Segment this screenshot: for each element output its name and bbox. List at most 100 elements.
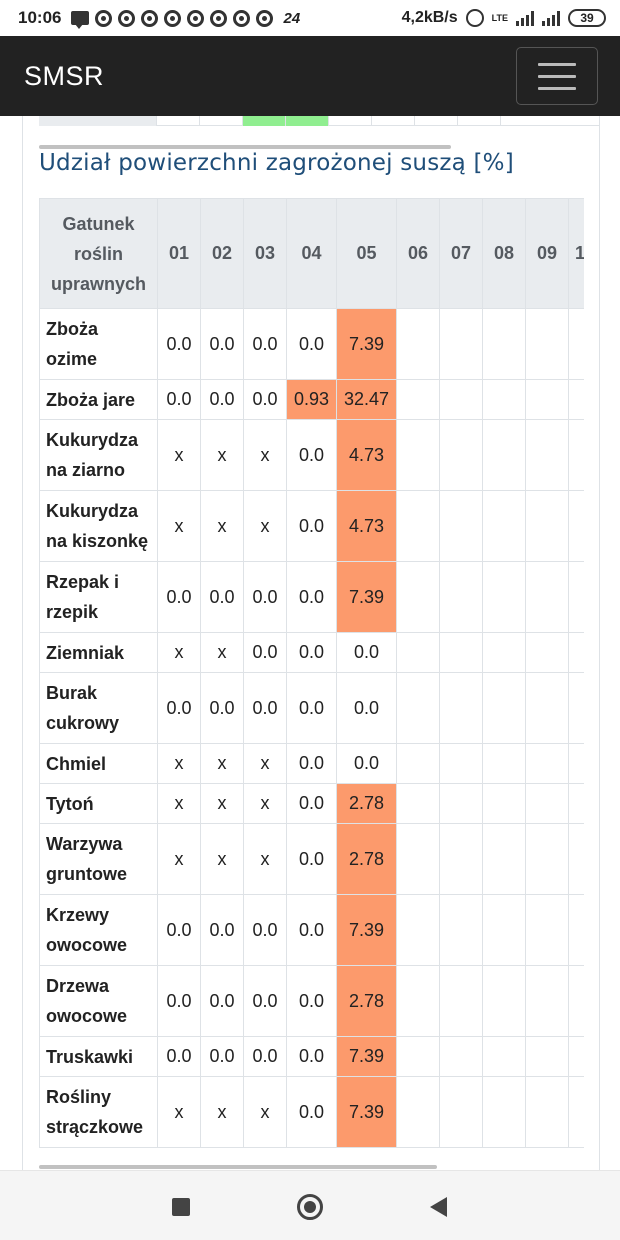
horizontal-scrollbar[interactable]: [39, 145, 451, 149]
value-cell: [396, 419, 440, 491]
month-header: 04: [286, 198, 337, 309]
recent-apps-button[interactable]: [167, 1193, 195, 1221]
value-cell: 7.39: [336, 561, 397, 633]
home-button[interactable]: [296, 1193, 324, 1221]
crop-name-cell: Rzepak i rzepik: [39, 561, 158, 633]
value-cell: 0.0: [336, 632, 397, 673]
value-cell: [439, 490, 483, 562]
value-cell: x: [200, 783, 244, 824]
value-cell: 0.0: [286, 419, 337, 491]
value-cell: [568, 379, 584, 420]
value-cell: x: [243, 783, 287, 824]
value-cell: [439, 561, 483, 633]
value-cell: x: [157, 632, 201, 673]
value-cell: [396, 894, 440, 966]
battery-level: 39: [580, 11, 594, 25]
table-row: Zboża ozime 0.0 0.0 0.0 0.0 7.39: [39, 308, 584, 380]
value-cell: x: [200, 1076, 244, 1148]
value-cell: x: [157, 823, 201, 895]
value-cell: 0.0: [286, 632, 337, 673]
value-cell: 0.0: [286, 894, 337, 966]
status-bar: 10:06 24 4,2kB/s LTE 39: [0, 0, 620, 36]
table-row: Rośliny strączkowe x x x 0.0 7.39: [39, 1076, 584, 1148]
crop-column-header: Gatunek roślin uprawnych: [39, 198, 158, 309]
table-row: Kukurydza na ziarno x x x 0.0 4.73: [39, 419, 584, 491]
value-cell: [525, 308, 569, 380]
value-cell: [482, 308, 526, 380]
table-row: Zboża jare 0.0 0.0 0.0 0.93 32.47: [39, 379, 584, 420]
value-cell: [439, 419, 483, 491]
value-cell: [396, 1076, 440, 1148]
value-cell: [482, 965, 526, 1037]
value-cell: [482, 823, 526, 895]
value-cell: [525, 823, 569, 895]
chrome-icon: [187, 9, 205, 27]
chrome-icon: [118, 9, 136, 27]
value-cell: 0.0: [157, 965, 201, 1037]
value-cell: [439, 1076, 483, 1148]
value-cell: [439, 632, 483, 673]
value-cell: 0.0: [286, 783, 337, 824]
table-scroll-container[interactable]: Gatunek roślin uprawnych 01 02 03 04 05 …: [39, 198, 584, 1148]
value-cell: [482, 490, 526, 562]
value-cell: 0.0: [200, 965, 244, 1037]
value-cell: 0.93: [286, 379, 337, 420]
value-cell: [525, 672, 569, 744]
value-cell: 0.0: [243, 672, 287, 744]
crop-name-cell: Drzewa owocowe: [39, 965, 158, 1037]
value-cell: [482, 632, 526, 673]
value-cell: [439, 783, 483, 824]
value-cell: [525, 379, 569, 420]
value-cell: 0.0: [243, 894, 287, 966]
value-cell: 0.0: [157, 894, 201, 966]
navbar: SMSR: [0, 36, 620, 116]
value-cell: 0.0: [157, 561, 201, 633]
value-cell: [568, 823, 584, 895]
value-cell: 0.0: [243, 379, 287, 420]
value-cell: 0.0: [286, 743, 337, 784]
value-cell: 4.73: [336, 419, 397, 491]
value-cell: 2.78: [336, 783, 397, 824]
value-cell: 0.0: [286, 823, 337, 895]
value-cell: [568, 419, 584, 491]
crop-name-cell: Zboża jare: [39, 379, 158, 420]
network-type: LTE: [491, 12, 508, 23]
value-cell: 0.0: [200, 561, 244, 633]
value-cell: 0.0: [157, 672, 201, 744]
table-row: Truskawki 0.0 0.0 0.0 0.0 7.39: [39, 1036, 584, 1077]
value-cell: 0.0: [286, 308, 337, 380]
value-cell: [482, 1076, 526, 1148]
menu-toggle-button[interactable]: [516, 47, 598, 105]
value-cell: [396, 379, 440, 420]
value-cell: [525, 419, 569, 491]
value-cell: 2.78: [336, 965, 397, 1037]
value-cell: [439, 1036, 483, 1077]
value-cell: [396, 632, 440, 673]
month-header: 03: [243, 198, 287, 309]
chrome-icon: [233, 9, 251, 27]
value-cell: [568, 490, 584, 562]
value-cell: x: [200, 419, 244, 491]
value-cell: [482, 672, 526, 744]
back-button[interactable]: [424, 1193, 452, 1221]
value-cell: [482, 419, 526, 491]
value-cell: [568, 561, 584, 633]
brand-logo[interactable]: SMSR: [24, 60, 105, 91]
hamburger-icon: [538, 62, 576, 66]
table-row: Warzywa gruntowe x x x 0.0 2.78: [39, 823, 584, 895]
month-header: 02: [200, 198, 244, 309]
table-row: Kukurydza na kiszonkę x x x 0.0 4.73: [39, 490, 584, 562]
value-cell: x: [157, 743, 201, 784]
table-row: Burak cukrowy 0.0 0.0 0.0 0.0 0.0: [39, 672, 584, 744]
value-cell: [568, 632, 584, 673]
value-cell: [568, 308, 584, 380]
crop-name-cell: Warzywa gruntowe: [39, 823, 158, 895]
horizontal-scrollbar[interactable]: [39, 1165, 437, 1169]
crop-name-cell: Truskawki: [39, 1036, 158, 1077]
notification-icons: 24: [71, 9, 300, 29]
value-cell: 0.0: [243, 632, 287, 673]
value-cell: x: [243, 823, 287, 895]
value-cell: x: [157, 490, 201, 562]
square-icon: [172, 1198, 190, 1216]
value-cell: [439, 823, 483, 895]
